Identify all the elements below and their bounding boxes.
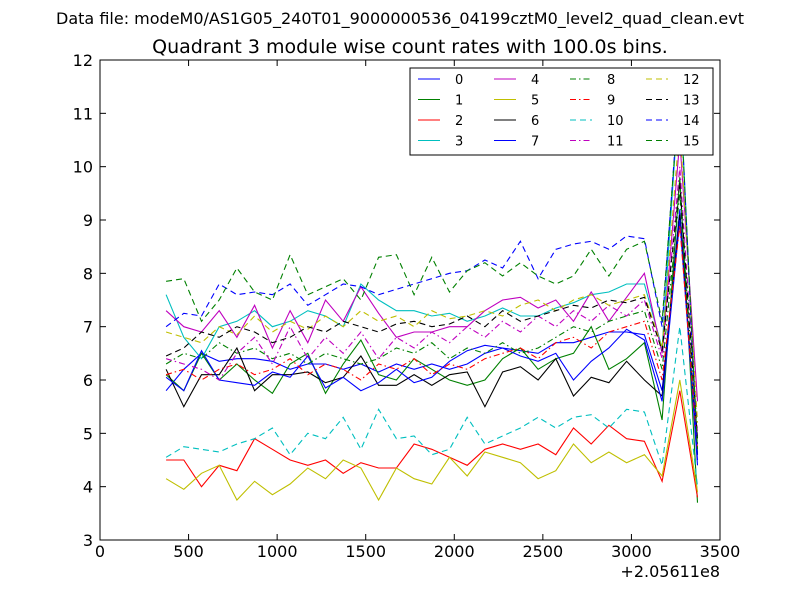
series-line-5 xyxy=(165,379,699,502)
series-line-0 xyxy=(165,209,699,466)
legend-label-3: 3 xyxy=(455,135,463,150)
series-line-10 xyxy=(165,326,699,487)
legend-label-6: 6 xyxy=(531,114,539,129)
legend-label-8: 8 xyxy=(607,73,615,88)
legend-label-1: 1 xyxy=(455,94,463,109)
y-tick-label: 8 xyxy=(83,264,93,283)
legend-label-0: 0 xyxy=(455,73,463,88)
series-line-9 xyxy=(165,225,699,450)
legend-label-7: 7 xyxy=(531,135,539,150)
x-tick-label: 0 xyxy=(95,542,105,561)
y-tick-label: 3 xyxy=(83,531,93,550)
chart-title: Quadrant 3 module wise count rates with … xyxy=(152,36,668,58)
series-line-1 xyxy=(165,177,699,503)
axes-frame xyxy=(99,59,721,541)
legend-label-2: 2 xyxy=(455,114,463,129)
y-tick-label: 5 xyxy=(83,424,93,443)
legend-label-12: 12 xyxy=(683,73,700,88)
x-tick-label: 500 xyxy=(173,542,204,561)
chart-suptitle: Data file: modeM0/AS1G05_240T01_90000005… xyxy=(56,9,744,29)
legend-label-15: 15 xyxy=(683,135,700,150)
legend-label-14: 14 xyxy=(683,114,700,129)
plot-area: 0 500 1000 1500 2000 2500 3000 3500345678910111… xyxy=(73,51,741,561)
series-line-7 xyxy=(165,219,699,461)
x-tick-label: 1500 xyxy=(345,542,386,561)
y-tick-label: 11 xyxy=(73,104,93,123)
series-group xyxy=(165,81,699,503)
y-tick-label: 9 xyxy=(83,211,93,230)
axes-group xyxy=(99,59,721,541)
series-line-12 xyxy=(165,123,699,423)
series-line-3 xyxy=(165,81,699,455)
series-line-13 xyxy=(165,182,699,439)
series-line-11 xyxy=(165,166,699,434)
legend-label-4: 4 xyxy=(531,73,539,88)
y-tick-label: 12 xyxy=(73,51,93,70)
series-line-15 xyxy=(166,86,699,450)
y-tick-label: 6 xyxy=(83,371,93,390)
x-tick-label: 2000 xyxy=(434,542,475,561)
x-tick-label: 3000 xyxy=(611,542,652,561)
legend-box xyxy=(409,67,714,156)
series-line-2 xyxy=(166,390,699,498)
legend-label-10: 10 xyxy=(607,114,624,129)
series-line-8 xyxy=(165,193,699,445)
y-tick-label: 4 xyxy=(83,478,93,497)
x-tick-label: 2500 xyxy=(522,542,563,561)
series-line-14 xyxy=(165,81,699,461)
series-line-4 xyxy=(165,139,699,402)
x-tick-label: 3500 xyxy=(700,542,741,561)
ticks-group: 0 500 1000 1500 2000 2500 3000 3500345678910111… xyxy=(73,51,741,561)
x-tick-label: 1000 xyxy=(257,542,298,561)
series-line-6 xyxy=(165,214,699,455)
legend-label-9: 9 xyxy=(607,94,615,109)
y-tick-label: 7 xyxy=(83,318,93,337)
y-tick-label: 10 xyxy=(73,158,93,177)
legend-label-13: 13 xyxy=(683,94,700,109)
x-offset-label: +2.05611e8 xyxy=(620,562,720,581)
legend-label-5: 5 xyxy=(531,94,539,109)
legend-label-11: 11 xyxy=(607,135,624,150)
